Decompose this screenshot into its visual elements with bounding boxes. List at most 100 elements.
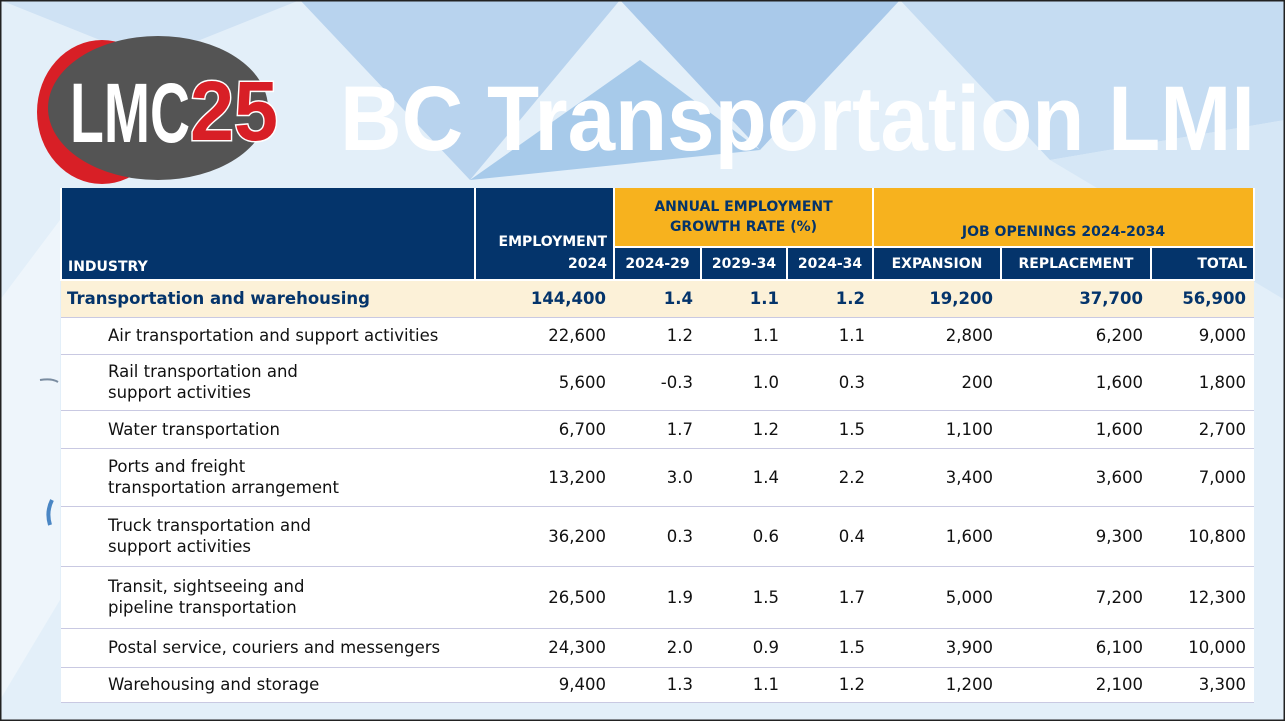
header-column: TOTAL <box>1150 247 1255 281</box>
table-row: Transit, sightseeing and pipeline transpo… <box>61 566 1254 629</box>
value-cell: 7,000 <box>1151 448 1254 507</box>
value-cell: 1.1 <box>701 317 787 355</box>
value-cell: 1,600 <box>1001 354 1151 411</box>
header-column: 2029-34 <box>700 247 788 281</box>
value-cell: 7,200 <box>1001 566 1151 629</box>
table-row: Air transportation and support activitie… <box>61 317 1254 355</box>
value-cell: 2.0 <box>614 628 701 668</box>
value-cell: 3,600 <box>1001 448 1151 507</box>
value-cell: 1.2 <box>614 317 701 355</box>
value-cell: 1.9 <box>614 566 701 629</box>
value-cell: 5,000 <box>873 566 1001 629</box>
value-cell: 1.1 <box>787 317 873 355</box>
value-cell: 10,000 <box>1151 628 1254 668</box>
value-cell: 1.2 <box>787 280 873 318</box>
value-cell: 0.3 <box>787 354 873 411</box>
industry-name: Ports and freight <box>108 457 246 476</box>
value-cell: 1.2 <box>701 410 787 449</box>
value-cell: 1.7 <box>787 566 873 629</box>
header-column: EXPANSION <box>872 247 1002 281</box>
table-row: Postal service, couriers and messengers 2… <box>61 628 1254 668</box>
value-cell: 6,200 <box>1001 317 1151 355</box>
table-row: Ports and freight transportation arrangem… <box>61 448 1254 507</box>
logo-number: 25 <box>190 64 278 158</box>
industry-cell: Rail transportation and support activitie… <box>61 354 475 411</box>
lmi-table: INDUSTRY EMPLOYMENT 2024 ANNUAL EMPLOYME… <box>60 188 1255 703</box>
value-cell: 12,300 <box>1151 566 1254 629</box>
header-growth: ANNUAL EMPLOYMENT GROWTH RATE (%) <box>613 188 874 248</box>
table-row: Water transportation 6,700 1.7 1.2 1.5 1,100 1… <box>61 410 1254 449</box>
value-cell: 3,900 <box>873 628 1001 668</box>
industry-name: Transportation and warehousing <box>67 289 370 309</box>
value-cell: 13,200 <box>475 448 614 507</box>
slide-title: BC Transportation LMI <box>340 68 1255 170</box>
industry-cell: Warehousing and storage <box>61 667 475 703</box>
value-cell: 6,100 <box>1001 628 1151 668</box>
value-cell: 3.0 <box>614 448 701 507</box>
industry-cell: Transportation and warehousing <box>61 280 475 318</box>
value-cell: 1.0 <box>701 354 787 411</box>
value-cell: 6,700 <box>475 410 614 449</box>
value-cell: 1,600 <box>873 506 1001 567</box>
value-cell: 26,500 <box>475 566 614 629</box>
value-cell: 2.2 <box>787 448 873 507</box>
value-cell: 1,200 <box>873 667 1001 703</box>
table-row: Rail transportation and support activitie… <box>61 354 1254 411</box>
value-cell: 22,600 <box>475 317 614 355</box>
header-column: REPLACEMENT <box>1000 247 1152 281</box>
header-employment: EMPLOYMENT 2024 <box>474 188 615 281</box>
value-cell: 0.4 <box>787 506 873 567</box>
value-cell: 1.1 <box>701 280 787 318</box>
header-openings: JOB OPENINGS 2024-2034 <box>872 188 1255 248</box>
logo-text: LMC <box>70 66 190 160</box>
industry-name: Warehousing and storage <box>108 675 320 694</box>
table-row: Truck transportation and support activiti… <box>61 506 1254 567</box>
value-cell: 1,800 <box>1151 354 1254 411</box>
value-cell: 9,300 <box>1001 506 1151 567</box>
value-cell: 0.6 <box>701 506 787 567</box>
industry-name: Truck transportation and <box>108 516 312 535</box>
value-cell: 36,200 <box>475 506 614 567</box>
value-cell: 5,600 <box>475 354 614 411</box>
industry-name: Rail transportation and <box>108 362 298 381</box>
value-cell: 9,400 <box>475 667 614 703</box>
value-cell: 1.1 <box>701 667 787 703</box>
value-cell: 3,300 <box>1151 667 1254 703</box>
value-cell: 1.7 <box>614 410 701 449</box>
logo: LMC 25 <box>37 36 280 184</box>
header-column: 2024-34 <box>786 247 874 281</box>
table-row: Transportation and warehousing 144,400 1.4… <box>61 280 1254 318</box>
value-cell: 56,900 <box>1151 280 1254 318</box>
industry-name: Water transportation <box>108 419 280 439</box>
header-line: EMPLOYMENT <box>498 234 607 250</box>
value-cell: 0.9 <box>701 628 787 668</box>
header-line: 2024 <box>568 256 607 272</box>
value-cell: 2,100 <box>1001 667 1151 703</box>
industry-cell: Water transportation <box>61 410 475 449</box>
value-cell: 3,400 <box>873 448 1001 507</box>
industry-cell: Ports and freight transportation arrangem… <box>61 448 475 507</box>
industry-name: pipeline transportation <box>108 598 297 617</box>
value-cell: 2,700 <box>1151 410 1254 449</box>
value-cell: 1.4 <box>614 280 701 318</box>
value-cell: 1.3 <box>614 667 701 703</box>
value-cell: 24,300 <box>475 628 614 668</box>
industry-name: support activities <box>108 537 251 556</box>
value-cell: 2,800 <box>873 317 1001 355</box>
header-industry: INDUSTRY <box>60 188 476 281</box>
value-cell: 0.3 <box>614 506 701 567</box>
value-cell: 200 <box>873 354 1001 411</box>
value-cell: 1.2 <box>787 667 873 703</box>
industry-cell: Transit, sightseeing and pipeline transpo… <box>61 566 475 629</box>
industry-name: Air transportation and support activitie… <box>108 326 439 345</box>
value-cell: 144,400 <box>475 280 614 318</box>
table-row: Warehousing and storage 9,400 1.3 1.1 1.2 1,2… <box>61 667 1254 703</box>
industry-name: Postal service, couriers and messengers <box>108 638 441 657</box>
value-cell: 9,000 <box>1151 317 1254 355</box>
industry-cell: Truck transportation and support activiti… <box>61 506 475 567</box>
value-cell: 1,100 <box>873 410 1001 449</box>
value-cell: 1.5 <box>701 566 787 629</box>
industry-name: support activities <box>108 383 251 402</box>
industry-name: transportation arrangement <box>108 478 339 497</box>
